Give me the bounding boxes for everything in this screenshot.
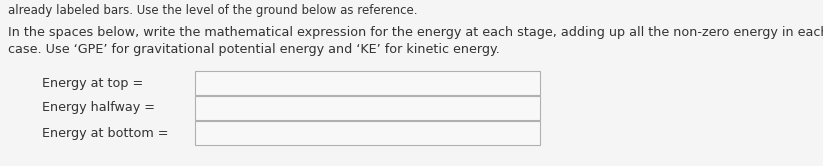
Text: In the spaces below, write the mathematical expression for the energy at each st: In the spaces below, write the mathemati… xyxy=(8,26,823,39)
FancyBboxPatch shape xyxy=(195,96,540,120)
Text: Energy at bottom =: Energy at bottom = xyxy=(42,126,169,139)
Text: already labeled bars. Use the level of the ground below as reference.: already labeled bars. Use the level of t… xyxy=(8,4,417,17)
Text: Energy halfway =: Energy halfway = xyxy=(42,101,155,115)
FancyBboxPatch shape xyxy=(195,71,540,95)
Text: case. Use ‘GPE’ for gravitational potential energy and ‘KE’ for kinetic energy.: case. Use ‘GPE’ for gravitational potent… xyxy=(8,43,500,56)
FancyBboxPatch shape xyxy=(195,121,540,145)
Text: Energy at top =: Energy at top = xyxy=(42,77,143,89)
